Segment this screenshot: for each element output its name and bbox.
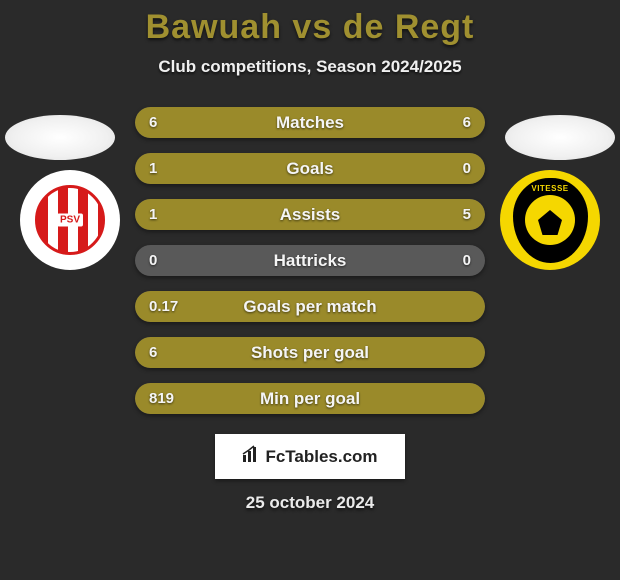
stat-label: Hattricks [135,251,485,271]
stat-label: Min per goal [135,389,485,409]
header: Bawuah vs de Regt Club competitions, Sea… [0,0,620,77]
stat-label: Goals per match [135,297,485,317]
player-avatar-right [505,115,615,160]
eagle-icon [525,195,575,245]
stat-label: Shots per goal [135,343,485,363]
stat-right-value: 0 [463,252,471,269]
stat-right-value: 0 [463,160,471,177]
stat-label: Assists [135,205,485,225]
subtitle: Club competitions, Season 2024/2025 [0,57,620,77]
stat-row: 6Matches6 [135,107,485,138]
stat-row: 819Min per goal [135,383,485,414]
stat-row: 0.17Goals per match [135,291,485,322]
stat-label: Matches [135,113,485,133]
psv-logo-icon [35,185,105,255]
player-avatar-left [5,115,115,160]
stat-label: Goals [135,159,485,179]
stat-right-value: 6 [463,114,471,131]
stat-row: 1Assists5 [135,199,485,230]
footer-date: 25 october 2024 [0,493,620,513]
page-title: Bawuah vs de Regt [0,8,620,47]
vitesse-logo-text: VITESSE [531,184,568,193]
stat-row: 6Shots per goal [135,337,485,368]
club-logo-left [20,170,120,270]
vitesse-logo-icon: VITESSE [513,178,588,263]
club-logo-right: VITESSE [500,170,600,270]
chart-icon [242,445,260,468]
stat-row: 0Hattricks0 [135,245,485,276]
stats-container: 6Matches61Goals01Assists50Hattricks00.17… [135,107,485,414]
footer-brand-box[interactable]: FcTables.com [215,434,405,479]
footer-brand-text: FcTables.com [265,447,377,467]
stat-right-value: 5 [463,206,471,223]
stat-row: 1Goals0 [135,153,485,184]
